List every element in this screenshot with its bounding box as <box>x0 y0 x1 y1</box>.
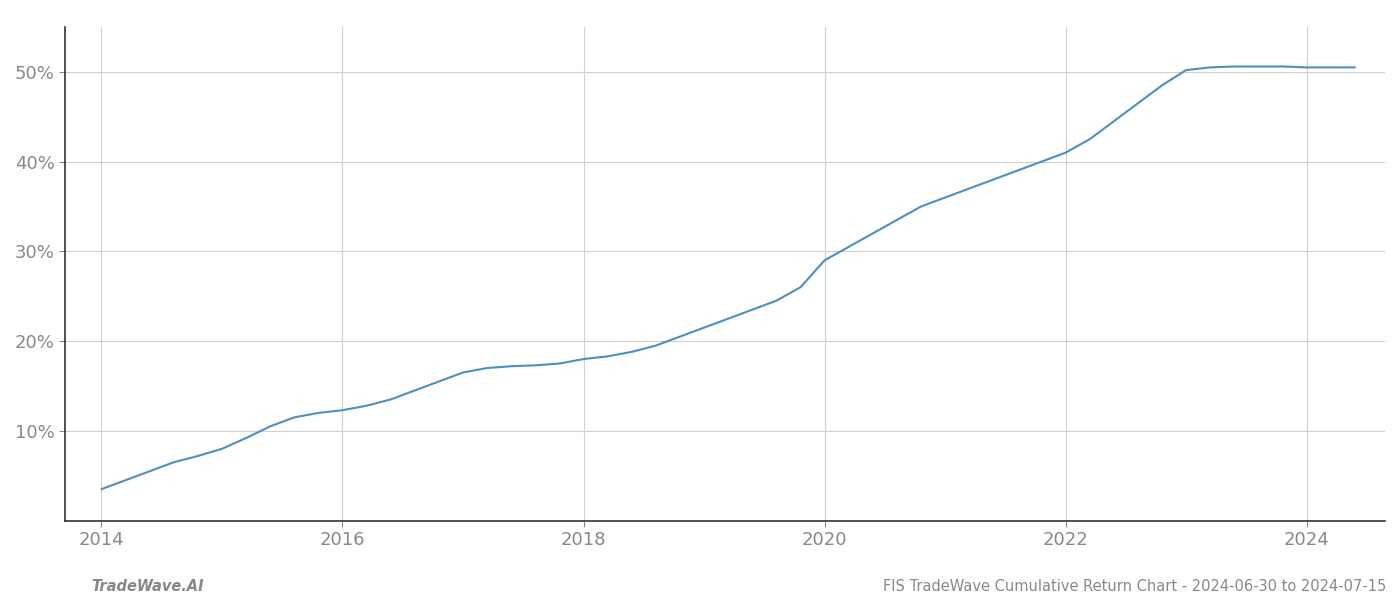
Text: FIS TradeWave Cumulative Return Chart - 2024-06-30 to 2024-07-15: FIS TradeWave Cumulative Return Chart - … <box>883 579 1386 594</box>
Text: TradeWave.AI: TradeWave.AI <box>91 579 203 594</box>
